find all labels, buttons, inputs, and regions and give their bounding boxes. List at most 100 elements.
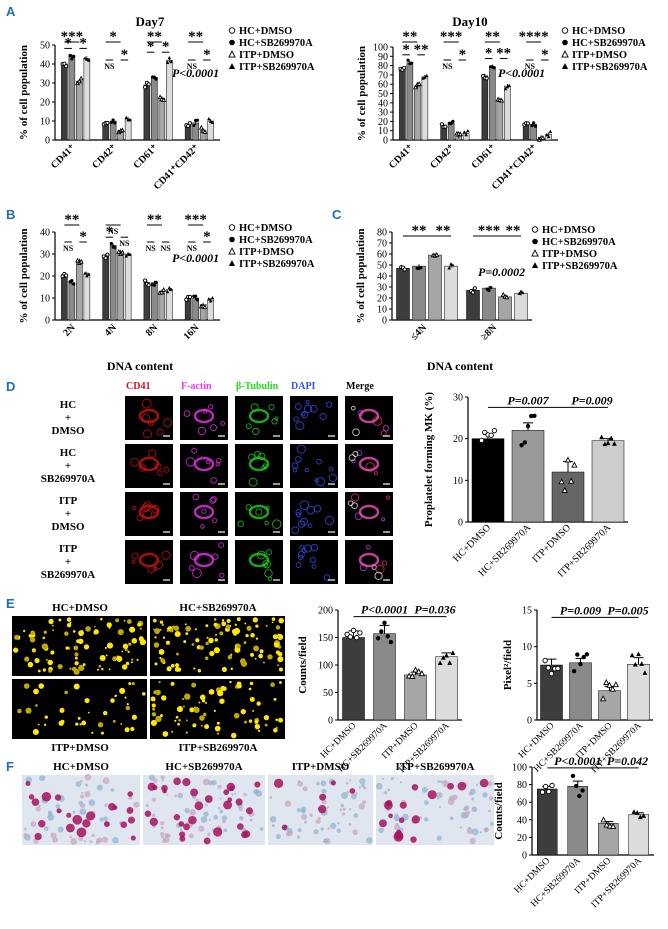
micrograph-tile (125, 444, 173, 488)
bar (373, 633, 396, 721)
platelet-signal (82, 663, 86, 666)
row-label: HC (60, 399, 77, 411)
data-point (208, 119, 213, 123)
data-point (449, 122, 453, 126)
data-point (402, 65, 407, 70)
data-point (525, 424, 531, 429)
sig-label: ** (496, 46, 511, 62)
magenta-cell (76, 827, 87, 838)
megakaryocyte (248, 504, 270, 520)
legend-marker (228, 63, 236, 70)
legend-label: ITP+DMSO (239, 50, 294, 61)
data-point (68, 53, 72, 58)
cell-signal (365, 462, 376, 472)
bar (76, 80, 83, 141)
data-point (83, 271, 87, 275)
x-tick-label: 8N (144, 322, 161, 339)
data-point (86, 272, 91, 276)
p-value: P=0.0002 (478, 265, 525, 279)
data-point (143, 278, 148, 283)
stained-cell (79, 808, 87, 816)
magenta-cell (281, 824, 288, 831)
platelet-signal (74, 652, 79, 657)
bar (158, 97, 166, 141)
bar (404, 674, 427, 721)
legend-marker (228, 27, 236, 34)
data-point (478, 437, 485, 444)
stained-cell (243, 792, 247, 797)
stained-cell (52, 836, 59, 843)
stained-cell (286, 828, 293, 834)
y-tick-label: 30 (40, 79, 50, 90)
stained-cell (179, 828, 183, 832)
platelet-signal (226, 618, 231, 624)
legend-marker (531, 226, 539, 233)
data-point (611, 441, 617, 446)
cell-signal (218, 542, 225, 549)
data-point (605, 440, 611, 446)
platelet-signal (175, 715, 179, 719)
cell-signal (139, 464, 147, 472)
platelet-signal (214, 638, 218, 642)
data-point (437, 660, 443, 665)
data-point (543, 783, 549, 790)
data-point (78, 258, 84, 264)
sig-label: NS (63, 244, 74, 253)
platelet-signal (106, 622, 112, 628)
magenta-cell (447, 782, 454, 790)
y-tick-label: 100 (512, 763, 527, 774)
y-axis-label: Proplatelet forming MK (%) (423, 392, 435, 527)
data-point (146, 82, 151, 87)
platelet-signal (127, 650, 130, 653)
data-point (472, 286, 477, 291)
bar (158, 291, 166, 321)
legend-marker (532, 238, 538, 245)
legend-label: ITP+DMSO (572, 50, 627, 61)
stained-cell (337, 822, 340, 825)
cell-signal (210, 496, 217, 503)
row-label: ITP (59, 543, 78, 555)
stained-cell (151, 813, 156, 818)
platelet-signal (131, 638, 138, 644)
magenta-cell (245, 807, 253, 815)
image-label: HC+DMSO (53, 761, 109, 773)
sig-label: NS (525, 62, 536, 71)
bar (406, 62, 414, 141)
cell-signal (192, 493, 200, 501)
micrograph-tile (180, 444, 228, 488)
cell-signal (209, 497, 217, 504)
stained-cell (383, 790, 388, 795)
megakaryocyte (138, 552, 160, 568)
cell-signal (323, 574, 331, 581)
platelet-signal (120, 723, 123, 725)
y-tick-label: 20 (517, 833, 527, 844)
data-point (444, 652, 449, 658)
cell-signal (297, 550, 305, 558)
megakaryocyte (193, 456, 215, 472)
p-value: P=0.007 (507, 393, 549, 407)
cell-signal (325, 401, 333, 408)
y-tick-label: 70 (377, 239, 387, 250)
bar (83, 58, 91, 141)
platelet-signal (184, 693, 191, 700)
x-tick-label: CD61⁺ (131, 142, 160, 171)
stained-cell (363, 786, 367, 790)
cell-signal (351, 458, 356, 464)
stained-cell (269, 816, 277, 823)
data-point (488, 432, 494, 438)
magenta-cell (56, 808, 62, 814)
platelet-signal (236, 681, 242, 687)
magenta-cell (38, 820, 46, 828)
platelet-signal (131, 714, 138, 720)
bar (496, 100, 504, 141)
magenta-cell (254, 781, 261, 788)
cell-signal (212, 517, 218, 524)
stained-cell (469, 788, 476, 795)
sig-label: ** (436, 223, 451, 239)
platelet-signal (277, 651, 282, 656)
legend-label: HC+DMSO (239, 26, 292, 37)
y-tick-label: 40 (40, 228, 50, 239)
y-tick-label: 0 (527, 716, 532, 727)
data-point (379, 629, 384, 634)
y-axis-label: % of cell population (355, 228, 367, 323)
